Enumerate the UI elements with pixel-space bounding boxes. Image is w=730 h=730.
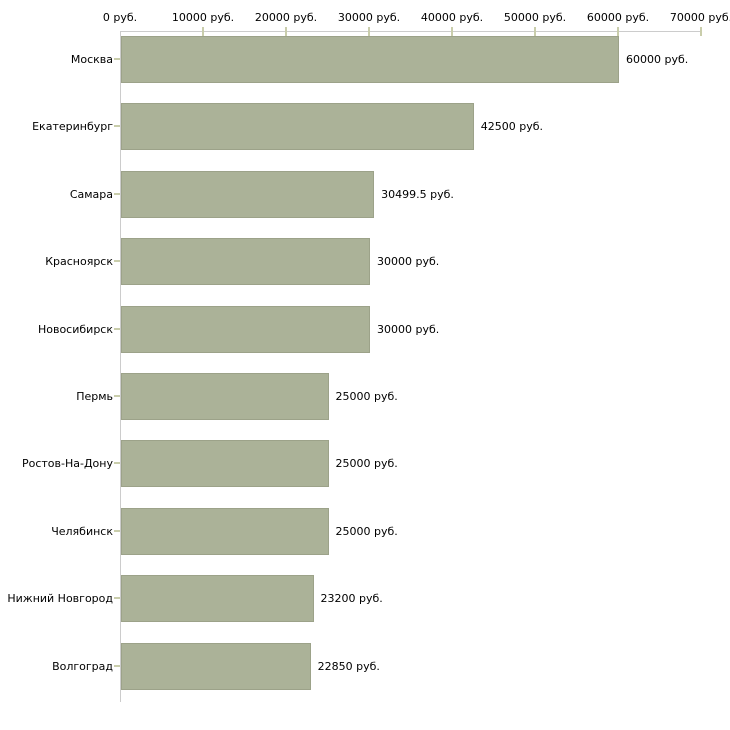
bar-row: Пермь 25000 руб. [0,373,730,420]
bar-row: Екатеринбург 42500 руб. [0,103,730,151]
value-label: 30000 руб. [377,255,440,269]
x-axis-tick-mark [202,27,204,36]
value-label: 23200 руб. [320,592,383,606]
x-axis-tick-mark [368,27,370,36]
category-label: Челябинск [51,524,113,538]
category-tick-mark [114,327,120,330]
category-tick-mark [114,462,120,465]
category-label: Волгоград [52,659,113,673]
x-axis-tick-mark [451,27,453,36]
category-label: Нижний Новгород [7,592,113,606]
category-tick-mark [114,192,120,195]
bar [121,507,329,555]
bar-row: Красноярск 30000 руб. [0,238,730,286]
bar-row: Ростов-На-Дону 25000 руб. [0,440,730,488]
y-axis-line [120,31,121,702]
bar [121,440,329,488]
bar-row: Москва 60000 руб. [0,36,730,83]
x-axis-tick-label: 20000 руб. [254,11,318,24]
category-tick-mark [114,58,120,60]
category-tick-mark [114,125,120,128]
bar [121,642,311,690]
category-label: Екатеринбург [32,120,113,134]
value-label: 30499.5 руб. [381,187,454,201]
x-axis-tick-mark [534,27,536,36]
x-axis-tick-label: 0 руб. [102,11,138,24]
value-label: 22850 руб. [317,659,380,673]
bar [121,36,619,83]
x-axis-line [120,31,702,32]
bar-row: Нижний Новгород 23200 руб. [0,575,730,623]
x-axis-tick-mark [700,27,702,36]
value-label: 60000 руб. [626,53,689,66]
category-label: Пермь [76,390,113,403]
bar [121,238,370,286]
category-tick-mark [114,597,120,600]
bar-row: Новосибирск 30000 руб. [0,305,730,353]
x-axis-tick-label: 50000 руб. [503,11,567,24]
category-label: Москва [70,53,113,66]
value-label: 25000 руб. [335,457,398,471]
x-axis-tick-label: 10000 руб. [171,11,235,24]
x-axis-tick-label: 40000 руб. [420,11,484,24]
category-label: Самара [69,187,113,201]
bar [121,103,474,151]
bar [121,305,370,353]
bar [121,373,329,420]
bar [121,170,375,218]
bar [121,575,314,623]
x-axis-tick-label: 70000 руб. [669,11,730,24]
bar-row: Самара 30499.5 руб. [0,170,730,218]
category-label: Красноярск [45,255,113,269]
category-tick-mark [114,260,120,263]
value-label: 25000 руб. [335,524,398,538]
category-label: Новосибирск [37,322,113,336]
category-tick-mark [114,664,120,667]
x-axis-tick-label: 30000 руб. [337,11,401,24]
bar-row: Челябинск 25000 руб. [0,507,730,555]
x-axis-tick-mark [285,27,287,36]
category-label: Ростов-На-Дону [21,457,113,471]
value-label: 25000 руб. [335,390,398,403]
value-label: 42500 руб. [480,120,544,134]
x-axis-tick-label: 60000 руб. [586,11,650,24]
category-tick-mark [114,529,120,532]
x-axis-tick-mark [617,27,619,36]
bar-row: Волгоград 22850 руб. [0,642,730,690]
value-label: 30000 руб. [377,322,440,336]
category-tick-mark [114,395,120,397]
